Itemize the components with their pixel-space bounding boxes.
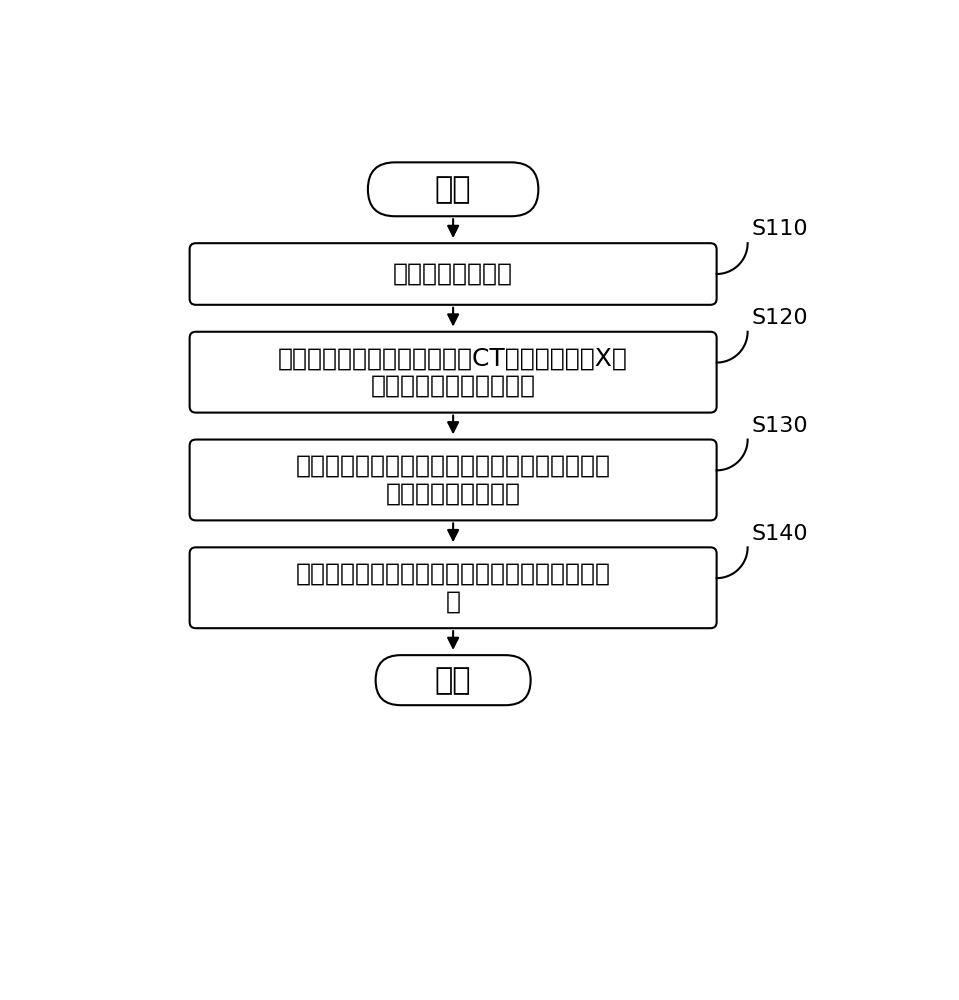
FancyBboxPatch shape [190, 547, 716, 628]
Text: 将岩石样品标准化: 将岩石样品标准化 [393, 262, 513, 286]
FancyBboxPatch shape [368, 162, 538, 216]
Text: 对获得的所述图像数据进行图像分割，获得所述
岩石样品的孔隙数据: 对获得的所述图像数据进行图像分割，获得所述 岩石样品的孔隙数据 [295, 454, 611, 506]
Text: S140: S140 [752, 524, 808, 544]
Text: S120: S120 [752, 308, 808, 328]
Text: 结束: 结束 [434, 666, 472, 695]
FancyBboxPatch shape [190, 332, 716, 413]
Text: 开始: 开始 [434, 175, 472, 204]
FancyBboxPatch shape [190, 440, 716, 520]
Text: S130: S130 [752, 416, 808, 436]
Text: 将所述标准化的岩石样品放入CT扫描仪中进行X射
线扫描，以获得图像数据: 将所述标准化的岩石样品放入CT扫描仪中进行X射 线扫描，以获得图像数据 [278, 346, 628, 398]
Text: S110: S110 [752, 219, 808, 239]
FancyBboxPatch shape [376, 655, 530, 705]
FancyBboxPatch shape [190, 243, 716, 305]
Text: 根据所述孔隙数据，进行三维重建，获得孔隙结
构: 根据所述孔隙数据，进行三维重建，获得孔隙结 构 [295, 562, 611, 614]
